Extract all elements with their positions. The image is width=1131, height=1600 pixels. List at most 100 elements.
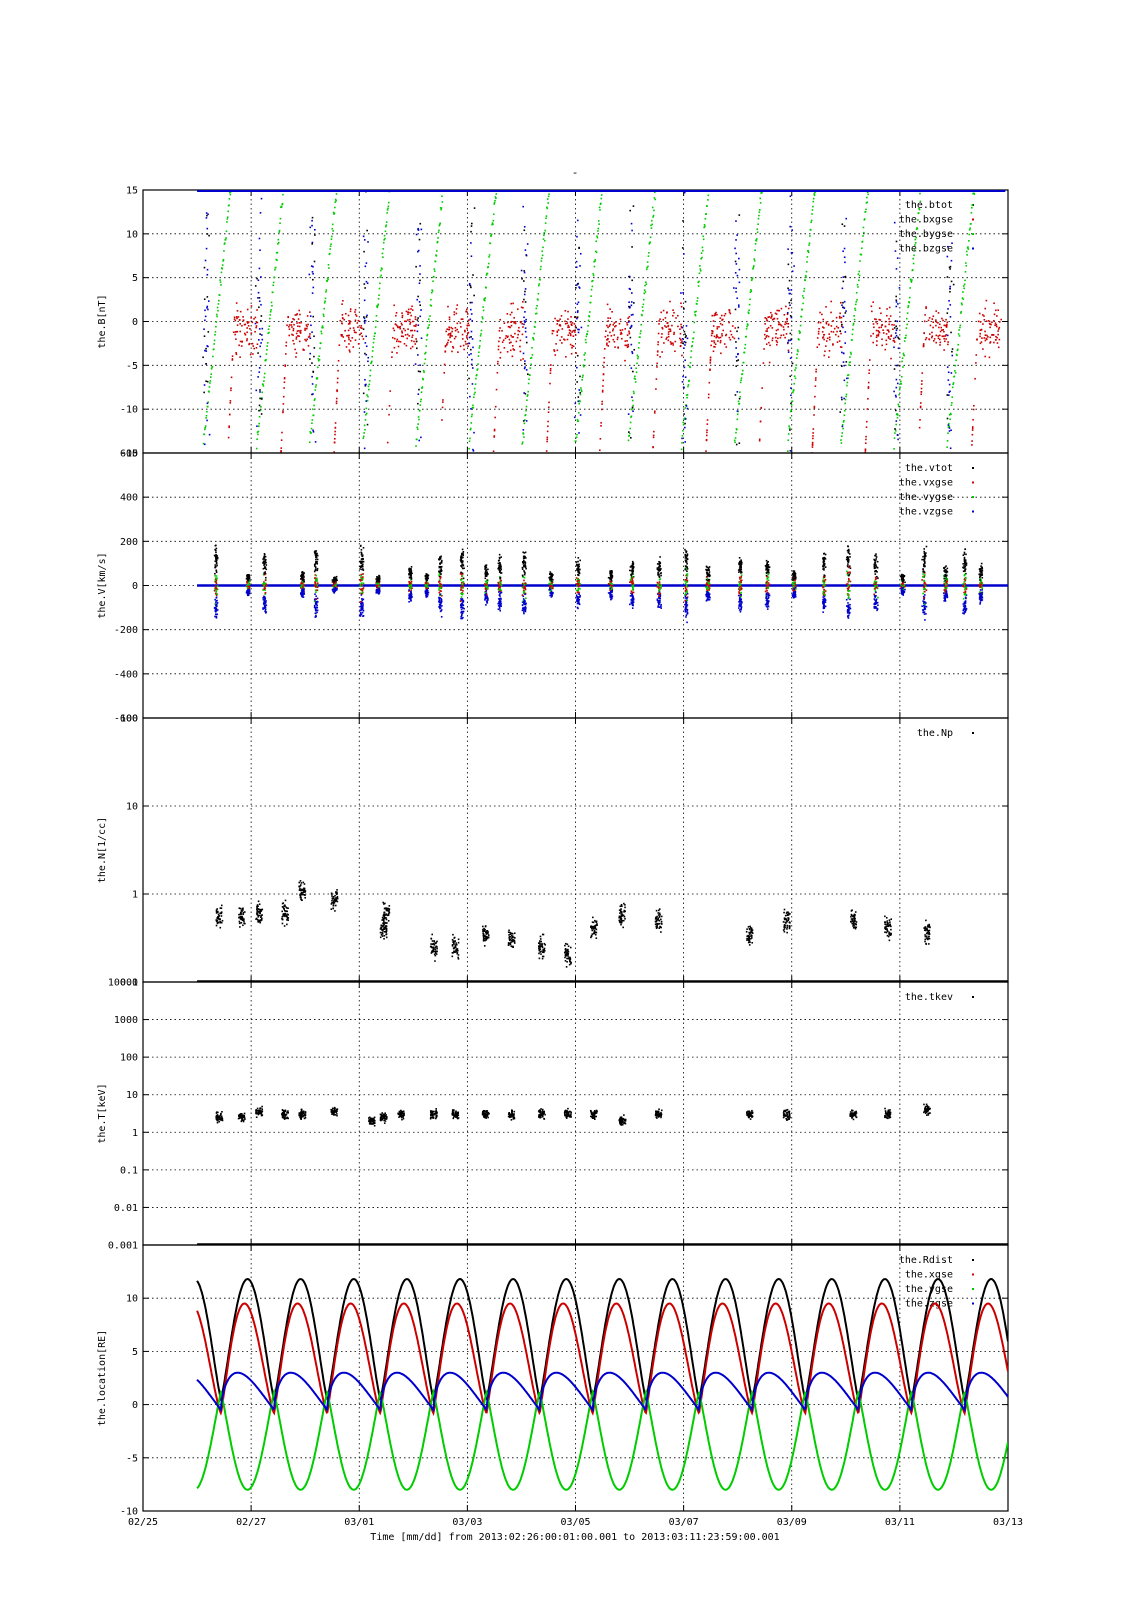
vtot-point	[438, 575, 441, 578]
bxgse-point	[509, 349, 512, 352]
bxgse-point	[513, 349, 516, 351]
bxgse-point	[235, 352, 237, 354]
vtot-point	[313, 563, 316, 566]
bxgse-point	[770, 311, 772, 314]
vzgse-point	[609, 587, 611, 590]
bzgse-point	[842, 361, 845, 363]
bygse-point	[948, 422, 950, 425]
bygse-point	[208, 386, 211, 388]
vxgse-point	[378, 584, 381, 586]
bxgse-point	[875, 329, 878, 332]
bygse-point	[417, 423, 419, 425]
vygse-point	[376, 582, 378, 585]
bxgse-point	[976, 339, 978, 341]
bygse-point	[322, 313, 325, 316]
bygse-point	[272, 281, 275, 284]
bygse-point	[946, 440, 949, 442]
vzgse-point	[609, 590, 612, 593]
bxgse-point	[868, 359, 871, 361]
bxgse-point	[457, 351, 459, 353]
vtot-point	[576, 569, 579, 571]
bxgse-point	[309, 311, 311, 313]
vxgse-point	[576, 580, 578, 583]
vxgse-point	[439, 576, 442, 579]
bygse-point	[204, 428, 206, 431]
bxgse-point	[444, 344, 447, 347]
btot-point	[738, 397, 741, 400]
bygse-point	[315, 384, 317, 386]
bxgse-point	[830, 330, 833, 333]
bxgse-point	[993, 341, 995, 344]
bygse-point	[472, 407, 475, 409]
bxgse-point	[305, 340, 307, 342]
bxgse-point	[233, 316, 236, 319]
bygse-point	[697, 285, 700, 287]
bxgse-point	[461, 318, 464, 320]
vzgse-point	[610, 596, 613, 598]
bxgse-point	[463, 348, 465, 351]
vxgse-point	[215, 585, 217, 587]
bxgse-point	[457, 331, 460, 333]
bygse-point	[281, 202, 284, 205]
bzgse-point	[468, 336, 471, 339]
bzgse-point	[843, 397, 845, 400]
bygse-point	[332, 211, 335, 214]
bxgse-point	[460, 326, 462, 328]
bygse-point	[422, 369, 425, 372]
bxgse-point	[307, 323, 309, 326]
bygse-point	[328, 267, 330, 269]
bzgse-point	[471, 338, 474, 340]
bygse-point	[335, 199, 337, 202]
bzgse-point	[205, 350, 208, 352]
btot-point	[951, 348, 954, 350]
vygse-point	[359, 583, 362, 586]
vygse-point	[459, 579, 462, 581]
bygse-point	[959, 324, 962, 327]
bxgse-point	[935, 334, 938, 337]
vzgse-point	[577, 601, 580, 604]
bygse-point	[368, 383, 371, 386]
vtot-point	[460, 559, 463, 562]
bygse-point	[654, 191, 656, 193]
bzgse-point	[628, 468, 630, 470]
bxgse-point	[612, 324, 615, 326]
bxgse-point	[830, 300, 832, 303]
bxgse-point	[995, 325, 998, 328]
bzgse-point	[470, 255, 473, 258]
bxgse-point	[674, 350, 676, 353]
bygse-point	[749, 291, 752, 294]
vzgse-point	[550, 594, 553, 596]
bxgse-point	[498, 340, 500, 343]
bygse-point	[523, 422, 526, 425]
y-tick-label: 15	[126, 186, 138, 197]
bxgse-point	[235, 338, 237, 340]
bzgse-point	[793, 265, 795, 267]
vzgse-point	[497, 605, 500, 607]
vtot-point	[360, 552, 363, 554]
vtot-point	[500, 556, 503, 558]
bxgse-point	[774, 312, 777, 315]
bygse-point	[584, 352, 586, 354]
y-tick-label: -15	[120, 449, 138, 460]
bygse-point	[427, 327, 429, 330]
vtot-point	[215, 551, 217, 554]
bzgse-point	[472, 448, 474, 451]
bxgse-point	[716, 334, 718, 336]
vtot-point	[579, 559, 581, 562]
bxgse-point	[892, 337, 895, 340]
bxgse-point	[681, 340, 683, 343]
bzgse-point	[420, 228, 423, 231]
bxgse-point	[769, 324, 772, 327]
bzgse-point	[206, 307, 208, 309]
bygse-point	[479, 334, 482, 337]
bxgse-point	[813, 405, 816, 408]
bxgse-point	[938, 338, 941, 341]
bzgse-point	[842, 315, 845, 318]
bzgse-point	[686, 337, 689, 340]
bygse-point	[699, 265, 701, 267]
bxgse-point	[776, 341, 779, 344]
bygse-point	[379, 276, 382, 279]
bygse-point	[635, 367, 637, 370]
bygse-point	[541, 254, 544, 257]
